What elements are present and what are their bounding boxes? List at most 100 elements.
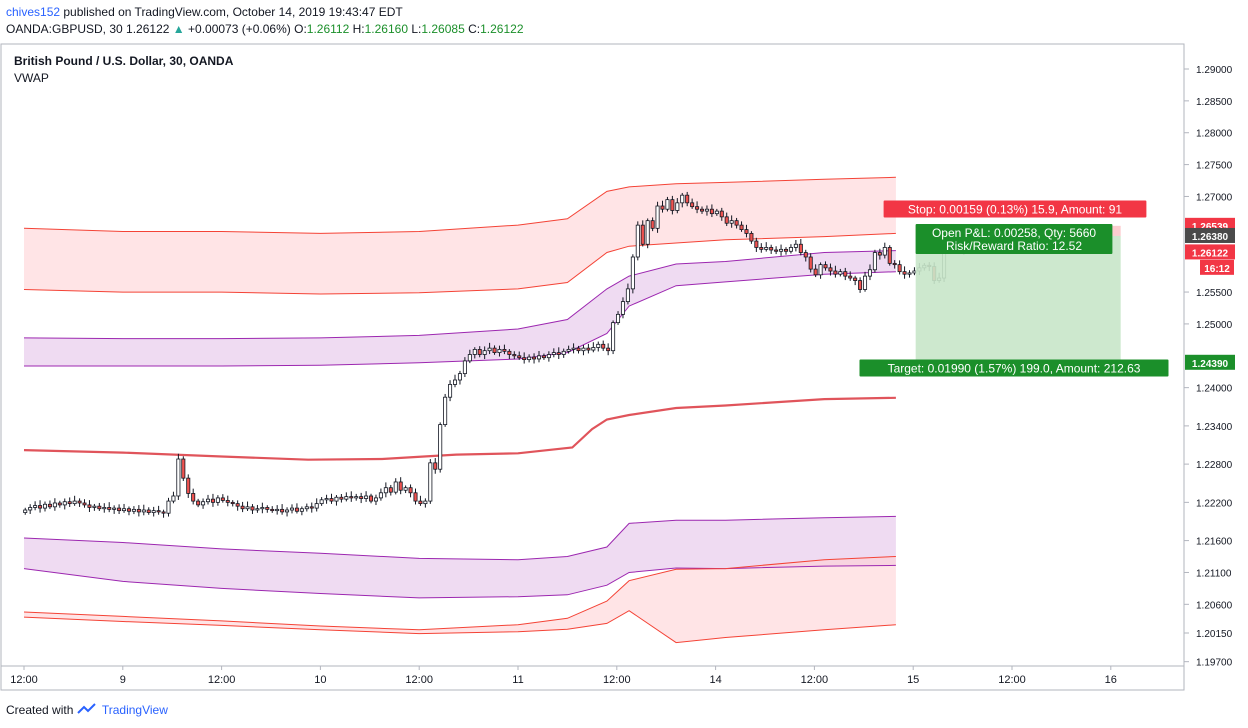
candle-body bbox=[359, 496, 364, 499]
candle bbox=[887, 245, 892, 266]
candle-body bbox=[369, 495, 374, 502]
price-tag-bg bbox=[1185, 244, 1235, 260]
candle bbox=[635, 221, 640, 261]
candle bbox=[764, 242, 769, 252]
open-value: 1.26112 bbox=[306, 22, 350, 36]
candle bbox=[329, 493, 334, 504]
candle bbox=[418, 495, 423, 506]
candle-body bbox=[739, 224, 744, 230]
candle bbox=[280, 504, 285, 515]
candle bbox=[606, 343, 611, 356]
price-tick-label: 1.24000 bbox=[1196, 384, 1233, 395]
candle-body bbox=[813, 268, 818, 276]
candle bbox=[453, 374, 458, 388]
candle bbox=[853, 275, 858, 286]
candle-body bbox=[23, 509, 28, 513]
time-tick-label: 12:00 bbox=[10, 674, 38, 686]
lower-red-band-edge-a bbox=[23, 556, 896, 631]
candle bbox=[92, 503, 97, 511]
candle-body bbox=[433, 462, 438, 470]
candle bbox=[176, 453, 181, 500]
candle bbox=[240, 501, 245, 513]
time-tick-label: 12:00 bbox=[208, 674, 236, 686]
upper-purple-band-edge-b bbox=[24, 271, 896, 367]
candle bbox=[87, 500, 92, 512]
created-with-text: Created with bbox=[6, 703, 74, 717]
candle bbox=[107, 502, 112, 513]
candle-body bbox=[206, 498, 211, 503]
tradingview-link[interactable]: TradingView bbox=[101, 703, 168, 717]
candle-body bbox=[136, 508, 141, 513]
candle-body bbox=[314, 503, 319, 509]
candle bbox=[487, 342, 492, 355]
price-tick-label: 1.28500 bbox=[1196, 97, 1233, 108]
candle bbox=[803, 249, 808, 262]
candle-body bbox=[833, 270, 838, 275]
target-zone bbox=[915, 235, 1121, 363]
candle bbox=[892, 260, 897, 269]
candle-body bbox=[685, 194, 690, 204]
pnl-label[interactable]: Open P&L: 0.00258, Qty: 5660Risk/Reward … bbox=[915, 224, 1113, 254]
candle-body bbox=[620, 301, 625, 315]
candle-body bbox=[695, 206, 700, 210]
candle-body bbox=[853, 277, 858, 281]
band-lines bbox=[23, 176, 896, 644]
price-tag-label: 1.26122 bbox=[1192, 248, 1229, 259]
close-label: C: bbox=[468, 22, 481, 36]
candle bbox=[808, 253, 813, 273]
candle bbox=[67, 497, 72, 508]
candle-body bbox=[734, 220, 739, 226]
candle-body bbox=[156, 510, 161, 513]
candles bbox=[23, 191, 966, 518]
stop-label-bg bbox=[883, 200, 1147, 218]
pnl-label-bg bbox=[915, 224, 1113, 254]
candle-body bbox=[47, 503, 52, 508]
price-tick-label: 1.22800 bbox=[1196, 460, 1233, 471]
target-label[interactable]: Target: 0.01990 (1.57%) 199.0, Amount: 2… bbox=[859, 359, 1169, 377]
candle-body bbox=[57, 502, 62, 506]
candle-body bbox=[724, 216, 729, 224]
price-tick-label: 1.25000 bbox=[1196, 320, 1233, 331]
candle-body bbox=[863, 275, 868, 290]
candle-body bbox=[719, 210, 724, 218]
target-label-text: Target: 0.01990 (1.57%) 199.0, Amount: 2… bbox=[888, 362, 1141, 376]
candle-body bbox=[630, 256, 635, 290]
candle-body bbox=[783, 248, 789, 252]
indicator-label[interactable]: VWAP bbox=[14, 71, 49, 85]
upper-red-band-edge-a bbox=[23, 176, 896, 234]
candle bbox=[62, 498, 67, 510]
candle-body bbox=[566, 349, 571, 352]
candle-body bbox=[532, 356, 537, 360]
candle bbox=[759, 243, 764, 253]
candle bbox=[324, 494, 329, 504]
candle-body bbox=[551, 352, 556, 355]
candle-body bbox=[645, 220, 650, 245]
author-link[interactable]: chives152 bbox=[6, 5, 61, 19]
candle bbox=[616, 311, 621, 325]
candle bbox=[823, 261, 828, 271]
price-tick-label: 1.22200 bbox=[1196, 498, 1233, 509]
candle bbox=[902, 266, 907, 279]
candle-body bbox=[28, 507, 33, 511]
candle-body bbox=[403, 487, 408, 491]
candle-body bbox=[541, 355, 546, 359]
lower-purple-band-fill bbox=[24, 516, 896, 598]
candle-body bbox=[344, 496, 349, 500]
candle-body bbox=[591, 347, 596, 351]
candle-body bbox=[897, 264, 902, 273]
target-label-bg bbox=[859, 359, 1169, 377]
candle bbox=[344, 492, 349, 502]
candle-body bbox=[527, 356, 532, 361]
candle-body bbox=[680, 194, 685, 204]
candle bbox=[383, 482, 388, 498]
candle bbox=[349, 491, 354, 502]
candle-body bbox=[240, 505, 245, 510]
candle bbox=[877, 248, 882, 260]
candle bbox=[206, 494, 211, 505]
candle-body bbox=[512, 354, 517, 357]
price-chart[interactable]: Stop: 0.00159 (0.13%) 15.9, Amount: 91 Op… bbox=[0, 0, 1248, 700]
candle-body bbox=[606, 347, 611, 352]
candle-body bbox=[393, 481, 398, 493]
candle bbox=[863, 271, 868, 292]
stop-label[interactable]: Stop: 0.00159 (0.13%) 15.9, Amount: 91 bbox=[883, 200, 1147, 218]
